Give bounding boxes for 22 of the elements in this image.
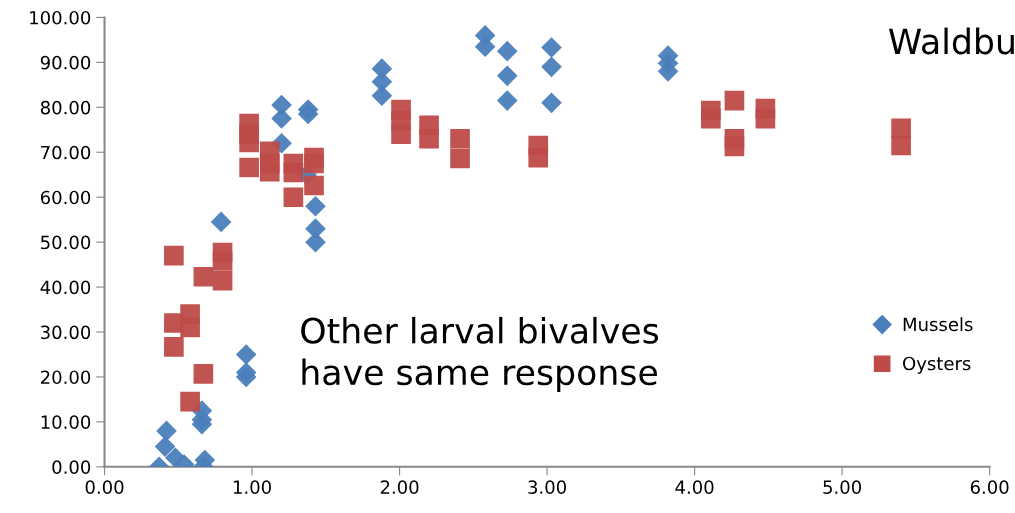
y-tick-label: 60.00 (40, 190, 91, 205)
y-tick-label: 40.00 (40, 280, 91, 295)
x-tick-label: 0.00 (85, 480, 124, 494)
y-tick-label: 100.00 (30, 10, 91, 25)
y-tick-label: 50.00 (41, 235, 91, 250)
x-tick-label: 4.00 (675, 480, 714, 494)
y-tick-label: 10.00 (41, 415, 91, 430)
y-tick-label: 90.00 (40, 55, 91, 70)
x-tick-label: 6.00 (970, 480, 1009, 494)
annotation: Waldbu (889, 27, 1014, 55)
x-tick-label: 5.00 (823, 480, 862, 494)
y-tick-label: 20.00 (40, 370, 91, 385)
y-tick-label: 30.00 (41, 325, 91, 340)
x-tick-label: 3.00 (528, 480, 566, 494)
y-tick-label: 70.00 (41, 145, 91, 160)
legend-label: Mussels (903, 317, 973, 332)
x-tick-label: 1.00 (233, 480, 271, 494)
annotation: Other larval bivalves have same response (301, 316, 659, 393)
y-tick-label: 0.00 (52, 460, 91, 474)
x-tick-label: 2.00 (380, 480, 419, 494)
y-tick-label: 80.00 (40, 100, 91, 115)
legend-label: Oysters (903, 356, 971, 374)
